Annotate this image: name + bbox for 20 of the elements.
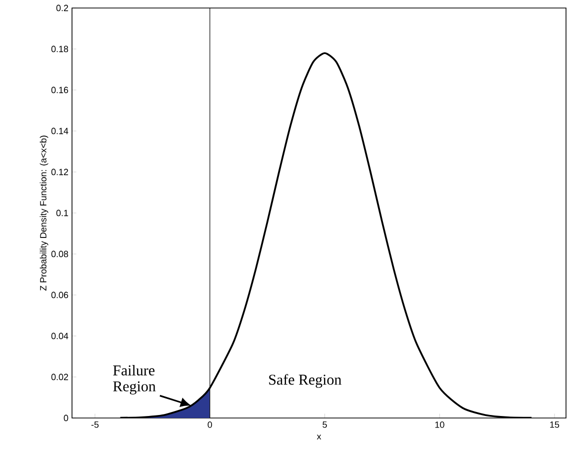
- x-tick-label: 15: [550, 422, 560, 428]
- y-tick-label: 0.18: [51, 46, 68, 52]
- x-tick-label: 0: [208, 422, 212, 428]
- x-tick-label: -5: [91, 422, 99, 428]
- y-tick-label: 0.02: [51, 374, 68, 380]
- x-tick-label: 10: [435, 422, 444, 428]
- x-axis-title: x: [316, 434, 322, 440]
- y-tick-label: 0.08: [51, 250, 68, 258]
- y-tick-label: 0.2: [56, 4, 68, 12]
- y-tick-label: 0.06: [51, 292, 68, 298]
- annotation: Failure Region: [113, 364, 156, 394]
- y-tick-label: 0.12: [51, 168, 68, 176]
- y-axis-title: Z Probability Density Function: (a<x<b): [40, 136, 48, 291]
- y-tick-label: 0.16: [51, 86, 68, 94]
- y-tick-label: 0.14: [51, 128, 68, 134]
- y-tick-label: 0.1: [56, 210, 68, 216]
- y-tick-label: 0.04: [51, 332, 68, 340]
- annotation: Safe Region: [269, 374, 342, 388]
- y-tick-label: 0: [64, 414, 68, 422]
- x-tick-label: 5: [322, 422, 327, 428]
